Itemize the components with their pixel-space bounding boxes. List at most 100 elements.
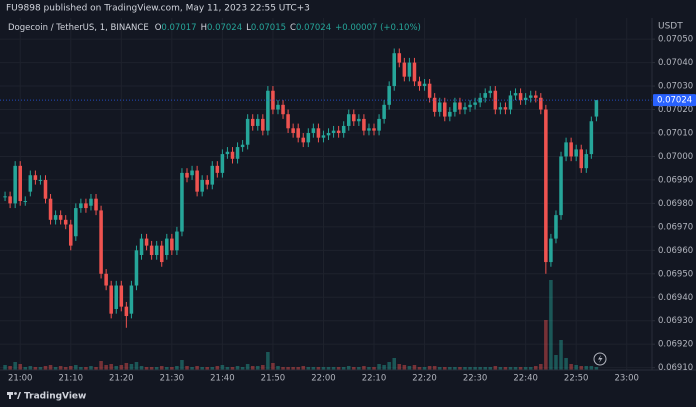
candle-body xyxy=(215,165,220,173)
candle-body xyxy=(165,238,169,256)
candle-body xyxy=(190,170,194,176)
candle-body xyxy=(357,118,361,122)
candle-body xyxy=(392,53,397,87)
x-tick-label: 21:50 xyxy=(261,374,286,384)
legend-high-label: H xyxy=(201,23,207,33)
volume-bar xyxy=(261,365,265,370)
y-tick-label: 0.06910 xyxy=(658,363,693,373)
volume-bar xyxy=(266,352,270,370)
volume-bar xyxy=(99,361,103,370)
volume-bar xyxy=(129,364,134,370)
candle-body xyxy=(129,285,134,314)
volume-bar xyxy=(23,367,28,370)
volume-bar xyxy=(240,367,245,370)
candle-body xyxy=(149,245,154,256)
volume-bar xyxy=(432,366,437,370)
volume-bar xyxy=(296,367,300,370)
volume-bar xyxy=(498,367,503,370)
candle-body xyxy=(159,245,164,263)
volume-bar xyxy=(544,320,548,370)
volume-bar xyxy=(149,367,154,370)
candle-body xyxy=(336,130,341,133)
y-tick-label: 0.07030 xyxy=(658,82,693,92)
candle-layer xyxy=(0,48,652,328)
volume-bar xyxy=(316,367,321,370)
candle-body xyxy=(579,149,584,169)
candle-body xyxy=(220,154,225,173)
volume-bar xyxy=(478,367,482,370)
candle-body xyxy=(114,285,119,309)
volume-bar xyxy=(468,367,472,370)
candle-body xyxy=(539,97,543,110)
volume-bar xyxy=(271,363,275,370)
legend-title: Dogecoin / TetherUS, 1, BINANCE xyxy=(8,23,149,33)
volume-bar xyxy=(326,367,331,370)
candle-body xyxy=(316,128,321,138)
volume-bar xyxy=(43,366,48,370)
candle-body xyxy=(13,165,17,204)
candle-body xyxy=(306,132,311,143)
volume-bar xyxy=(584,366,589,370)
volume-bar xyxy=(84,367,88,370)
candle-body xyxy=(84,203,88,209)
candle-body xyxy=(53,215,58,220)
x-tick-label: 22:30 xyxy=(463,374,488,384)
publisher-header: FU9898 published on TradingView.com, May… xyxy=(6,4,310,14)
candle-body xyxy=(528,95,533,98)
candle-body xyxy=(402,62,407,77)
candle-body xyxy=(58,215,63,220)
volume-bar xyxy=(493,366,498,370)
candle-body xyxy=(518,93,523,101)
y-tick-label: 0.06980 xyxy=(658,199,693,209)
candle-body xyxy=(407,62,412,77)
volume-bar xyxy=(3,365,7,370)
candle-body xyxy=(286,114,290,129)
volume-bar xyxy=(53,367,58,370)
volume-bar xyxy=(357,367,361,370)
volume-bar xyxy=(362,366,366,370)
x-tick-label: 21:10 xyxy=(59,374,84,384)
volume-bar xyxy=(397,364,402,370)
candle-body xyxy=(372,128,376,131)
candle-body xyxy=(549,238,553,263)
candle-body xyxy=(382,104,386,119)
volume-bar xyxy=(453,367,457,370)
volume-bar xyxy=(341,367,346,370)
candle-body xyxy=(523,97,528,101)
volume-bar xyxy=(48,365,53,370)
y-tick-label: 0.07050 xyxy=(658,35,693,45)
volume-bar xyxy=(124,363,129,370)
candle-body xyxy=(94,198,98,211)
candle-body xyxy=(422,83,427,87)
volume-bar xyxy=(539,364,543,370)
candle-body xyxy=(225,151,230,155)
volume-bar xyxy=(38,367,43,370)
volume-bar xyxy=(139,366,144,370)
candle-body xyxy=(594,100,599,117)
volume-bar xyxy=(574,365,578,370)
volume-bar xyxy=(190,367,194,370)
volume-bar xyxy=(144,367,149,370)
volume-bar xyxy=(513,367,518,370)
legend-close-label: C xyxy=(290,23,296,33)
volume-bar xyxy=(210,367,215,370)
volume-bar xyxy=(518,367,523,370)
candle-body xyxy=(195,170,199,192)
y-tick-label: 0.06950 xyxy=(658,269,693,279)
volume-bar xyxy=(13,362,17,370)
volume-bar xyxy=(159,366,164,370)
volume-bar xyxy=(154,367,159,370)
candle-body xyxy=(245,118,250,145)
candle-body xyxy=(584,154,589,169)
y-tick-label: 0.07020 xyxy=(658,105,693,115)
candle-body xyxy=(362,118,366,131)
candle-body xyxy=(498,107,503,110)
candle-body xyxy=(321,135,326,138)
footer-bar xyxy=(0,384,696,407)
volume-bar xyxy=(427,366,432,370)
volume-bar xyxy=(245,364,250,370)
candle-body xyxy=(331,130,336,133)
volume-bar xyxy=(382,365,386,370)
volume-bar xyxy=(68,366,73,370)
